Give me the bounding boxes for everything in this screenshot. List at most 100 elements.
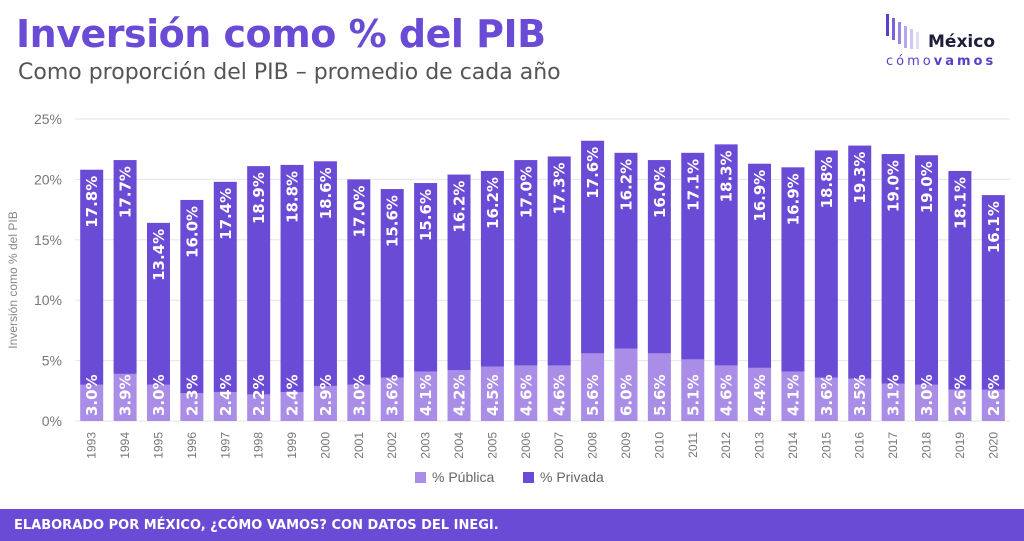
x-tick-label: 2016 xyxy=(853,432,867,459)
bar-privada xyxy=(180,199,204,394)
data-label-publica: 4.6% xyxy=(718,374,736,416)
data-label-publica: 4.6% xyxy=(551,374,569,416)
x-tick-label: 2015 xyxy=(819,432,833,459)
bar-publica xyxy=(981,389,1005,421)
bar-privada xyxy=(781,167,805,372)
data-label-privada: 16.2% xyxy=(451,181,469,233)
data-label-publica: 2.4% xyxy=(284,374,302,416)
data-label-publica: 4.1% xyxy=(784,374,802,416)
bar-privada xyxy=(113,160,137,374)
x-tick-label: 2017 xyxy=(886,432,900,459)
legend-swatch xyxy=(523,472,534,483)
data-label-publica: 4.2% xyxy=(451,374,469,416)
data-label-publica: 2.3% xyxy=(183,374,201,416)
x-tick-label: 1993 xyxy=(85,432,99,459)
data-label-privada: 18.8% xyxy=(818,156,836,208)
bar-privada xyxy=(948,170,972,390)
bar-privada xyxy=(748,163,772,368)
bar-privada xyxy=(614,152,638,349)
bar-publica xyxy=(948,389,972,421)
bar-publica xyxy=(547,365,571,421)
bar-privada xyxy=(480,170,504,367)
x-tick-label: 2002 xyxy=(385,432,399,459)
bar-publica xyxy=(313,385,337,421)
data-label-publica: 2.6% xyxy=(951,374,969,416)
bar-privada xyxy=(547,156,571,366)
data-label-publica: 5.1% xyxy=(684,374,702,416)
bar-publica xyxy=(80,384,104,421)
y-tick-label: 25% xyxy=(34,111,62,127)
x-tick-label: 1994 xyxy=(118,432,132,459)
y-tick-label: 15% xyxy=(34,232,62,248)
x-tick-label: 1996 xyxy=(185,432,199,459)
legend-label: % Privada xyxy=(540,469,604,485)
x-tick-label: 2018 xyxy=(920,432,934,459)
data-label-publica: 2.9% xyxy=(317,374,335,416)
x-tick-label: 2014 xyxy=(786,432,800,459)
footer-source-text: ELABORADO POR MÉXICO, ¿CÓMO VAMOS? CON D… xyxy=(14,518,499,533)
bar-privada xyxy=(414,183,438,372)
data-label-publica: 3.0% xyxy=(918,374,936,416)
bar-publica xyxy=(113,373,137,421)
bar-privada xyxy=(681,152,705,360)
x-tick-label: 2009 xyxy=(619,432,633,459)
chart-title: Inversión como % del PIB xyxy=(16,12,546,56)
y-tick-label: 0% xyxy=(42,413,62,429)
data-label-publica: 3.6% xyxy=(818,374,836,416)
data-label-publica: 3.9% xyxy=(117,374,135,416)
logo-name: México xyxy=(928,32,995,52)
bar-privada xyxy=(881,154,905,384)
data-label-publica: 2.2% xyxy=(250,374,268,416)
data-label-privada: 16.0% xyxy=(651,166,669,218)
data-label-publica: 3.6% xyxy=(384,374,402,416)
data-label-privada: 13.4% xyxy=(150,229,168,281)
bar-publica xyxy=(781,371,805,421)
bar-publica xyxy=(480,366,504,421)
bar-publica xyxy=(280,392,304,421)
logo-bars-icon xyxy=(886,14,919,49)
legend-label: % Pública xyxy=(432,469,494,485)
bar-privada xyxy=(714,144,738,366)
data-label-publica: 3.1% xyxy=(885,374,903,416)
bar-privada xyxy=(447,174,471,371)
mexico-como-vamos-logo: México cómovamos xyxy=(880,12,1010,72)
bar-publica xyxy=(881,383,905,421)
data-label-publica: 3.0% xyxy=(83,374,101,416)
x-tick-label: 2008 xyxy=(586,432,600,459)
x-tick-label: 2019 xyxy=(953,432,967,459)
bar-publica xyxy=(180,393,204,421)
bar-privada xyxy=(581,140,605,354)
data-label-privada: 16.0% xyxy=(183,206,201,258)
data-label-publica: 3.5% xyxy=(851,374,869,416)
x-tick-label: 1997 xyxy=(218,432,232,459)
data-label-privada: 19.0% xyxy=(885,160,903,212)
data-label-privada: 18.6% xyxy=(317,167,335,219)
data-label-publica: 3.0% xyxy=(150,374,168,416)
x-tick-label: 2012 xyxy=(719,432,733,459)
bar-privada xyxy=(213,181,237,393)
x-tick-label: 2000 xyxy=(318,432,332,459)
data-label-privada: 16.2% xyxy=(617,159,635,211)
data-label-publica: 5.6% xyxy=(651,374,669,416)
bar-privada xyxy=(915,155,939,385)
data-label-privada: 15.6% xyxy=(384,195,402,247)
x-tick-label: 2010 xyxy=(652,432,666,459)
x-tick-label: 2011 xyxy=(686,432,700,458)
data-label-privada: 17.6% xyxy=(584,147,602,199)
bar-publica xyxy=(614,348,638,421)
data-label-privada: 16.1% xyxy=(985,201,1003,253)
bar-publica xyxy=(447,370,471,421)
x-tick-label: 2001 xyxy=(352,432,366,459)
bar-privada xyxy=(981,195,1005,390)
logo-tagline: cómovamos xyxy=(886,54,996,69)
y-tick-label: 5% xyxy=(42,353,62,369)
bar-privada xyxy=(80,169,104,385)
data-label-privada: 18.3% xyxy=(718,150,736,202)
bar-privada xyxy=(848,145,872,379)
data-label-publica: 3.0% xyxy=(350,374,368,416)
bar-publica xyxy=(814,377,838,421)
data-label-publica: 4.4% xyxy=(751,374,769,416)
x-tick-label: 2013 xyxy=(753,432,767,459)
bar-publica xyxy=(748,367,772,421)
x-tick-label: 2005 xyxy=(485,432,499,459)
